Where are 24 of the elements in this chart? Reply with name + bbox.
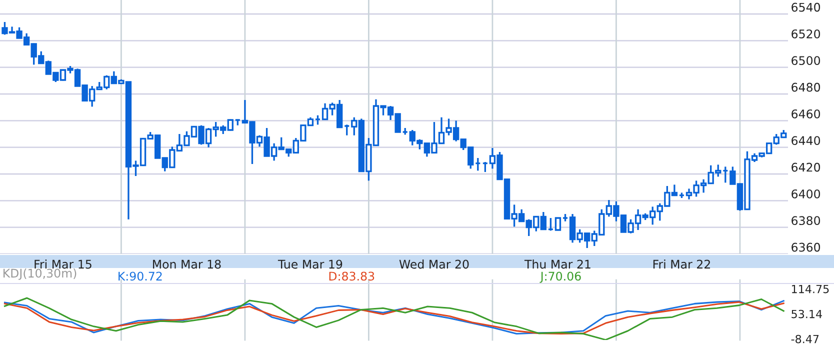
x-tick-label: Fri Mar 15 xyxy=(34,260,92,269)
x-tick-label: Tue Mar 19 xyxy=(278,260,342,269)
x-tick-label: Thu Mar 21 xyxy=(524,260,590,269)
y-tick-label: 6480 xyxy=(792,82,820,92)
text: D:83.83 xyxy=(329,272,374,281)
y-tick-label: 6460 xyxy=(792,109,820,118)
y-tick-label: 6520 xyxy=(792,29,820,38)
y-tick-label: 6360 xyxy=(792,242,820,252)
y-tick-label: 53.14 xyxy=(792,310,822,318)
x-tick-label: Fri Mar 22 xyxy=(653,260,710,269)
y-tick-label: 114.75 xyxy=(792,284,829,294)
text: J:70.06 xyxy=(540,272,581,283)
text: K:90.72 xyxy=(118,272,162,281)
x-tick-label: Mon Mar 18 xyxy=(153,260,221,269)
y-tick-label: 6440 xyxy=(792,136,820,146)
y-tick-label: 6420 xyxy=(792,162,820,172)
y-tick-label: 6400 xyxy=(792,189,820,198)
y-tick-label: 6380 xyxy=(792,216,820,226)
y-tick-label: -8.47 xyxy=(791,334,819,344)
x-tick-label: Wed Mar 20 xyxy=(399,260,469,269)
chart-title: KDJ(10,30m) xyxy=(4,268,76,280)
y-tick-label: 6500 xyxy=(792,56,820,66)
line-series xyxy=(4,297,784,340)
y-tick-label: 6540 xyxy=(792,2,820,12)
